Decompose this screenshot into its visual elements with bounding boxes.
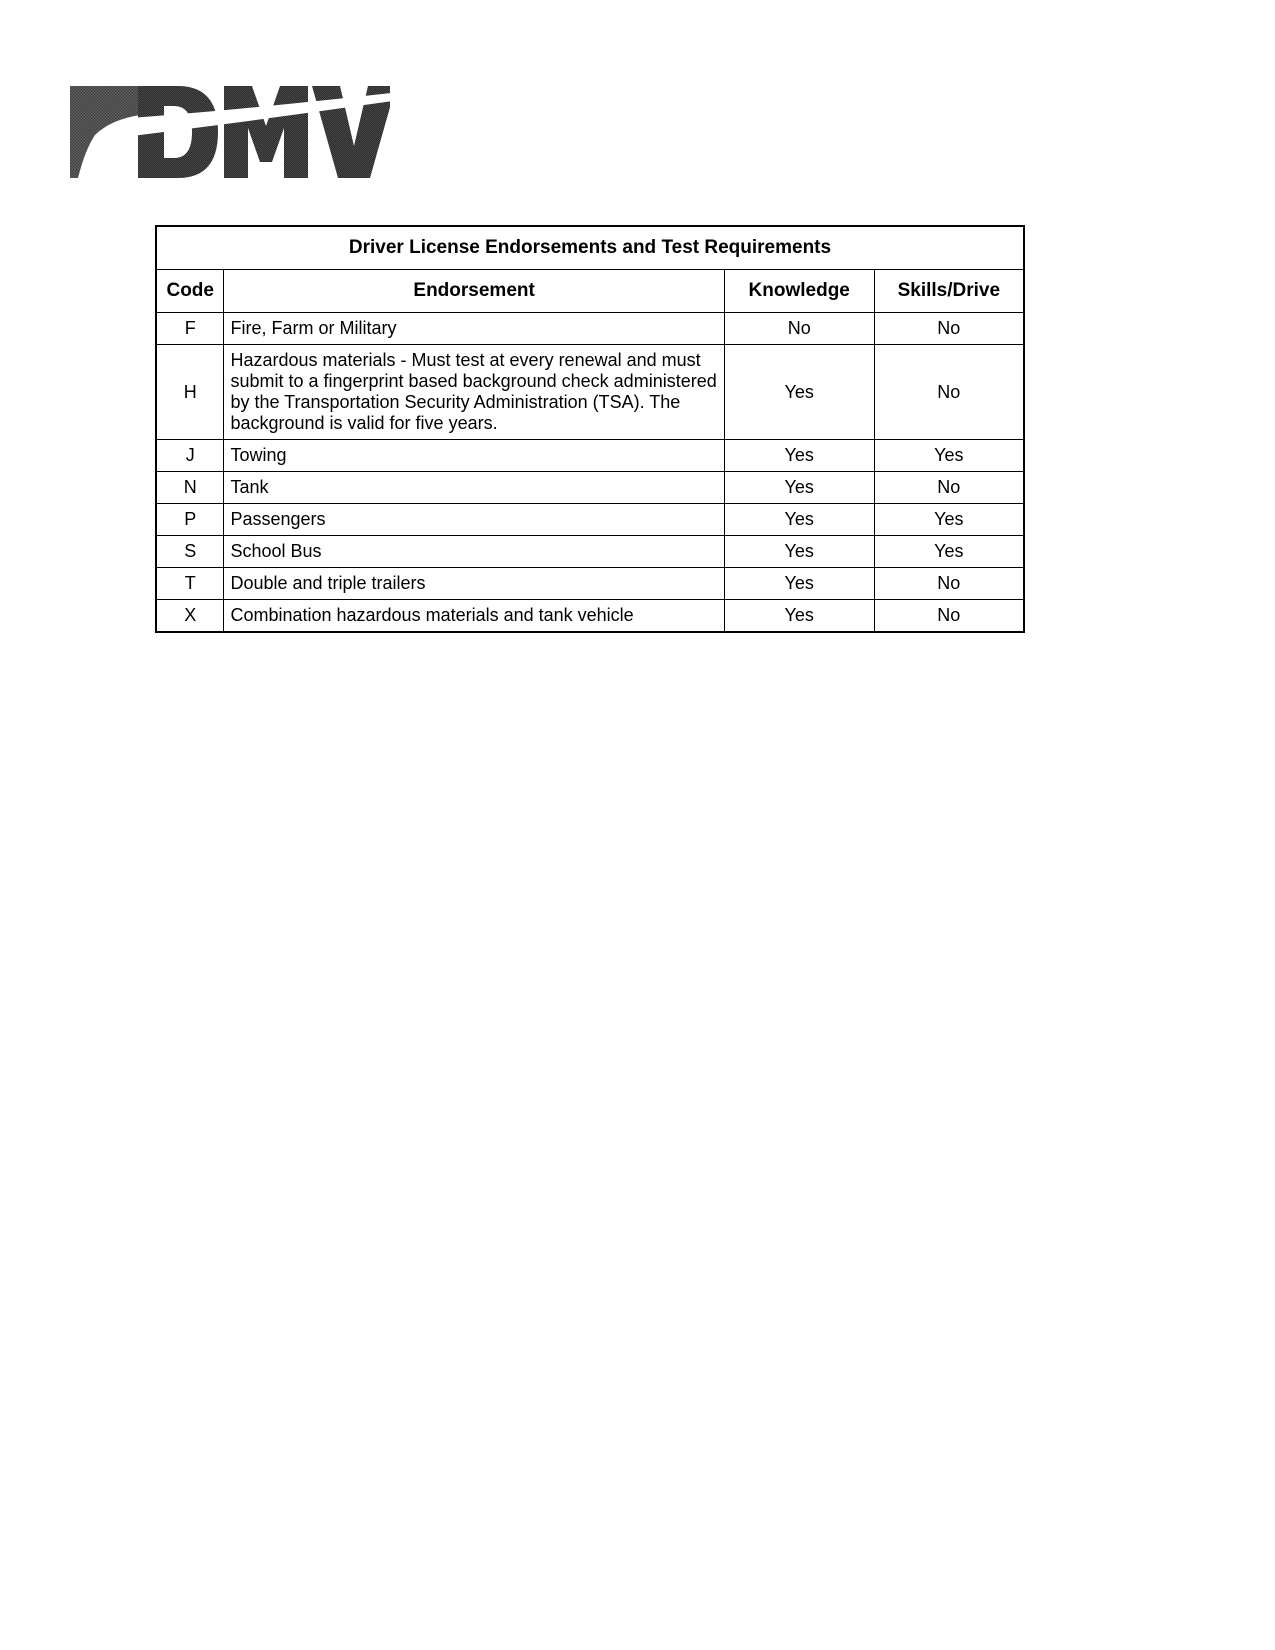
cell-code: T [156, 568, 224, 600]
cell-skills: No [874, 313, 1024, 345]
cell-skills: Yes [874, 536, 1024, 568]
cell-code: H [156, 345, 224, 440]
table-row: X Combination hazardous materials and ta… [156, 600, 1024, 633]
cell-code: S [156, 536, 224, 568]
cell-endorsement: School Bus [224, 536, 724, 568]
table-title-row: Driver License Endorsements and Test Req… [156, 226, 1024, 270]
cell-knowledge: No [724, 313, 874, 345]
cell-knowledge: Yes [724, 472, 874, 504]
table-row: P Passengers Yes Yes [156, 504, 1024, 536]
table-title: Driver License Endorsements and Test Req… [156, 226, 1024, 270]
header-code: Code [156, 270, 224, 313]
table-row: F Fire, Farm or Military No No [156, 313, 1024, 345]
header-endorsement: Endorsement [224, 270, 724, 313]
cell-endorsement: Tank [224, 472, 724, 504]
table-row: N Tank Yes No [156, 472, 1024, 504]
cell-code: F [156, 313, 224, 345]
cell-skills: No [874, 600, 1024, 633]
cell-code: J [156, 440, 224, 472]
cell-knowledge: Yes [724, 504, 874, 536]
dmv-logo-icon [70, 80, 390, 190]
table-row: T Double and triple trailers Yes No [156, 568, 1024, 600]
cell-skills: No [874, 345, 1024, 440]
table-row: J Towing Yes Yes [156, 440, 1024, 472]
cell-skills: Yes [874, 440, 1024, 472]
cell-knowledge: Yes [724, 568, 874, 600]
endorsements-table-wrapper: Driver License Endorsements and Test Req… [155, 225, 1025, 633]
cell-endorsement: Hazardous materials - Must test at every… [224, 345, 724, 440]
cell-endorsement: Combination hazardous materials and tank… [224, 600, 724, 633]
cell-knowledge: Yes [724, 345, 874, 440]
table-row: H Hazardous materials - Must test at eve… [156, 345, 1024, 440]
cell-code: N [156, 472, 224, 504]
header-knowledge: Knowledge [724, 270, 874, 313]
cell-knowledge: Yes [724, 440, 874, 472]
cell-skills: No [874, 568, 1024, 600]
cell-endorsement: Fire, Farm or Military [224, 313, 724, 345]
cell-endorsement: Towing [224, 440, 724, 472]
header-skills: Skills/Drive [874, 270, 1024, 313]
cell-skills: Yes [874, 504, 1024, 536]
cell-knowledge: Yes [724, 536, 874, 568]
table-header-row: Code Endorsement Knowledge Skills/Drive [156, 270, 1024, 313]
cell-code: X [156, 600, 224, 633]
table-row: S School Bus Yes Yes [156, 536, 1024, 568]
cell-endorsement: Passengers [224, 504, 724, 536]
cell-knowledge: Yes [724, 600, 874, 633]
dmv-logo [70, 80, 1175, 195]
cell-endorsement: Double and triple trailers [224, 568, 724, 600]
cell-code: P [156, 504, 224, 536]
cell-skills: No [874, 472, 1024, 504]
endorsements-table: Driver License Endorsements and Test Req… [155, 225, 1025, 633]
